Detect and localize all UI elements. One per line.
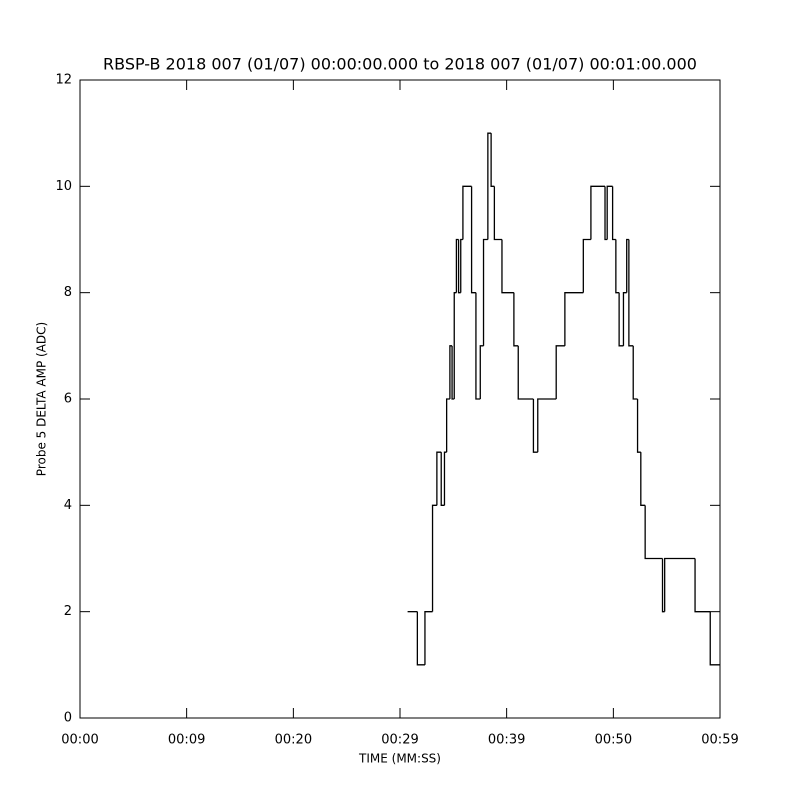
step-segment <box>626 238 629 293</box>
step-segment <box>449 345 453 399</box>
step-segment <box>640 452 646 506</box>
step-segment <box>555 345 565 399</box>
step-segment <box>664 557 696 612</box>
step-segment <box>416 611 425 666</box>
y-tick-label: 4 <box>64 498 72 513</box>
x-axis-label: TIME (MM:SS) <box>358 752 441 766</box>
step-segment <box>440 452 445 506</box>
y-axis-label: Probe 5 DELTA AMP (ADC) <box>35 322 49 476</box>
step-segment <box>615 239 620 294</box>
step-segment <box>622 292 627 346</box>
step-segment <box>618 292 624 347</box>
step-segment <box>582 238 591 293</box>
x-tick-label: 00:20 <box>275 733 312 748</box>
step-segment <box>513 292 519 347</box>
y-tick-label: 6 <box>64 392 72 407</box>
step-segment <box>490 133 495 187</box>
step-segment <box>604 186 608 241</box>
step-segment <box>431 504 437 612</box>
step-segment <box>611 186 616 241</box>
step-segment <box>460 238 463 293</box>
x-tick-label: 00:39 <box>488 733 525 748</box>
step-segment <box>479 345 484 399</box>
step-segment <box>493 186 502 241</box>
step-segment <box>590 185 606 240</box>
step-segment <box>661 558 665 613</box>
x-tick-label: 00:59 <box>701 733 738 748</box>
step-segment <box>455 238 459 293</box>
step-segment <box>694 558 711 613</box>
step-segment <box>482 238 488 346</box>
step-segment <box>451 345 455 400</box>
x-tick-label: 00:09 <box>168 733 205 748</box>
step-segment <box>445 398 450 453</box>
step-segment <box>487 132 492 240</box>
y-tick-label: 0 <box>64 711 72 726</box>
step-segment <box>462 185 472 240</box>
x-tick-label: 00:29 <box>381 733 418 748</box>
step-segment <box>453 292 457 399</box>
y-tick-label: 8 <box>64 285 72 300</box>
step-segment <box>443 451 447 506</box>
x-tick-label: 00:50 <box>595 733 632 748</box>
x-tick-label: 00:00 <box>61 733 98 748</box>
step-segment <box>457 239 461 294</box>
step-segment <box>632 345 638 400</box>
y-tick-label: 12 <box>55 73 72 88</box>
step-segment <box>532 399 538 453</box>
step-segment <box>537 398 557 453</box>
step-segment <box>628 239 634 347</box>
step-segment <box>424 611 433 665</box>
plot-frame <box>79 79 721 719</box>
step-segment <box>564 292 584 346</box>
step-segment <box>517 345 534 400</box>
step-segment <box>606 185 613 240</box>
step-segment <box>475 292 481 400</box>
y-tick-label: 10 <box>55 179 72 194</box>
step-segment <box>501 239 514 294</box>
step-segment <box>644 505 663 560</box>
chart-title: RBSP-B 2018 007 (01/07) 00:00:00.000 to … <box>103 55 697 74</box>
step-segment <box>436 451 442 506</box>
step-segment <box>709 611 720 666</box>
step-segment <box>636 399 641 453</box>
step-segment <box>470 186 476 294</box>
y-tick-label: 2 <box>64 604 72 619</box>
